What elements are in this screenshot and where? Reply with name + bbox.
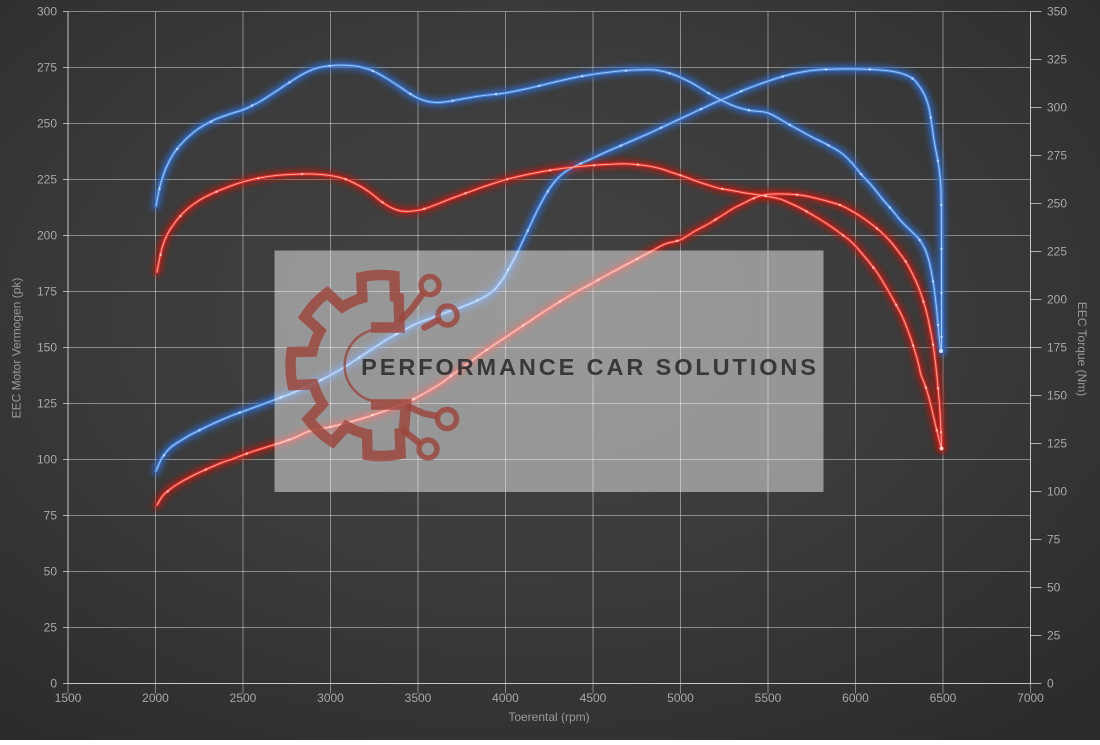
svg-text:175: 175 <box>1047 341 1067 355</box>
svg-text:350: 350 <box>1047 5 1067 19</box>
svg-text:4000: 4000 <box>492 691 519 705</box>
svg-text:EEC Motor Vermogen (pk): EEC Motor Vermogen (pk) <box>10 278 24 419</box>
svg-text:4500: 4500 <box>580 691 607 705</box>
svg-text:75: 75 <box>44 509 58 523</box>
svg-text:100: 100 <box>1047 485 1067 499</box>
svg-text:325: 325 <box>1047 53 1067 67</box>
svg-text:175: 175 <box>37 285 57 299</box>
svg-text:EEC Torque (Nm): EEC Torque (Nm) <box>1075 302 1089 396</box>
svg-text:0: 0 <box>50 677 57 691</box>
svg-text:275: 275 <box>37 61 57 75</box>
svg-text:225: 225 <box>1047 245 1067 259</box>
svg-text:150: 150 <box>37 341 57 355</box>
svg-text:0: 0 <box>1047 677 1054 691</box>
svg-text:2500: 2500 <box>230 691 257 705</box>
svg-text:100: 100 <box>37 453 57 467</box>
svg-text:3000: 3000 <box>317 691 344 705</box>
svg-text:PERFORMANCE CAR SOLUTIONS: PERFORMANCE CAR SOLUTIONS <box>361 354 819 380</box>
svg-text:2000: 2000 <box>142 691 169 705</box>
svg-text:25: 25 <box>44 621 58 635</box>
svg-text:50: 50 <box>1047 581 1061 595</box>
svg-text:200: 200 <box>37 229 57 243</box>
svg-text:200: 200 <box>1047 293 1067 307</box>
svg-text:250: 250 <box>37 117 57 131</box>
svg-text:Toerental (rpm): Toerental (rpm) <box>508 710 589 724</box>
svg-text:5500: 5500 <box>755 691 782 705</box>
svg-text:225: 225 <box>37 173 57 187</box>
svg-text:125: 125 <box>1047 437 1067 451</box>
svg-text:25: 25 <box>1047 629 1061 643</box>
svg-text:7000: 7000 <box>1017 691 1044 705</box>
svg-text:75: 75 <box>1047 533 1061 547</box>
svg-text:6000: 6000 <box>842 691 869 705</box>
svg-text:3500: 3500 <box>405 691 432 705</box>
svg-text:5000: 5000 <box>667 691 694 705</box>
svg-text:275: 275 <box>1047 149 1067 163</box>
svg-text:50: 50 <box>44 565 58 579</box>
svg-text:150: 150 <box>1047 389 1067 403</box>
svg-text:250: 250 <box>1047 197 1067 211</box>
svg-text:125: 125 <box>37 397 57 411</box>
svg-text:300: 300 <box>37 5 57 19</box>
svg-text:300: 300 <box>1047 101 1067 115</box>
svg-text:1500: 1500 <box>55 691 82 705</box>
svg-text:6500: 6500 <box>930 691 957 705</box>
